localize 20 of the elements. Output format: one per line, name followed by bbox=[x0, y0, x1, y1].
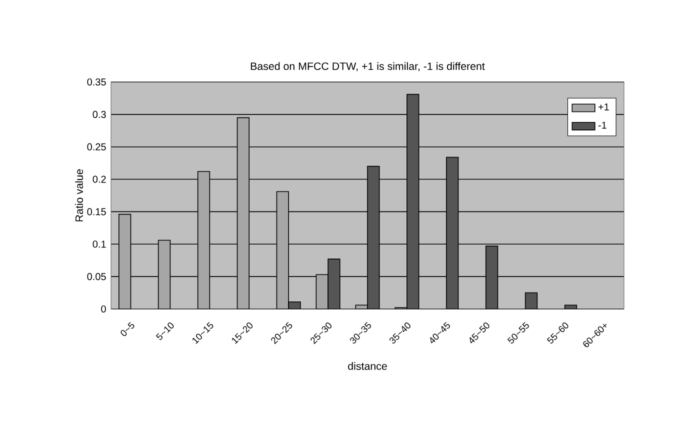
y-tick-label: 0.05 bbox=[87, 273, 106, 280]
x-tick-label: 0~5 bbox=[120, 322, 134, 336]
bar bbox=[446, 156, 459, 309]
y-axis-title: Ratio value bbox=[75, 169, 84, 222]
bar bbox=[406, 94, 420, 309]
y-tick-label: 0.35 bbox=[87, 78, 106, 86]
legend-label: +1 bbox=[598, 103, 609, 110]
y-tick-label: 0.1 bbox=[92, 240, 106, 248]
y-tick-label: 0.2 bbox=[92, 176, 106, 183]
chart-title: Based on MFCC DTW, +1 is similar, -1 is different bbox=[250, 62, 485, 72]
bar bbox=[328, 258, 340, 309]
x-axis-title: distance bbox=[348, 362, 387, 370]
y-tick-label: 0 bbox=[101, 305, 106, 313]
y-tick-label: 0.15 bbox=[87, 208, 106, 216]
bar bbox=[367, 166, 380, 309]
bar bbox=[524, 292, 538, 309]
y-tick-label: 0.3 bbox=[92, 110, 106, 118]
bar bbox=[485, 246, 498, 309]
legend-label: -1 bbox=[598, 122, 606, 129]
y-tick-label: 0.25 bbox=[87, 143, 106, 150]
